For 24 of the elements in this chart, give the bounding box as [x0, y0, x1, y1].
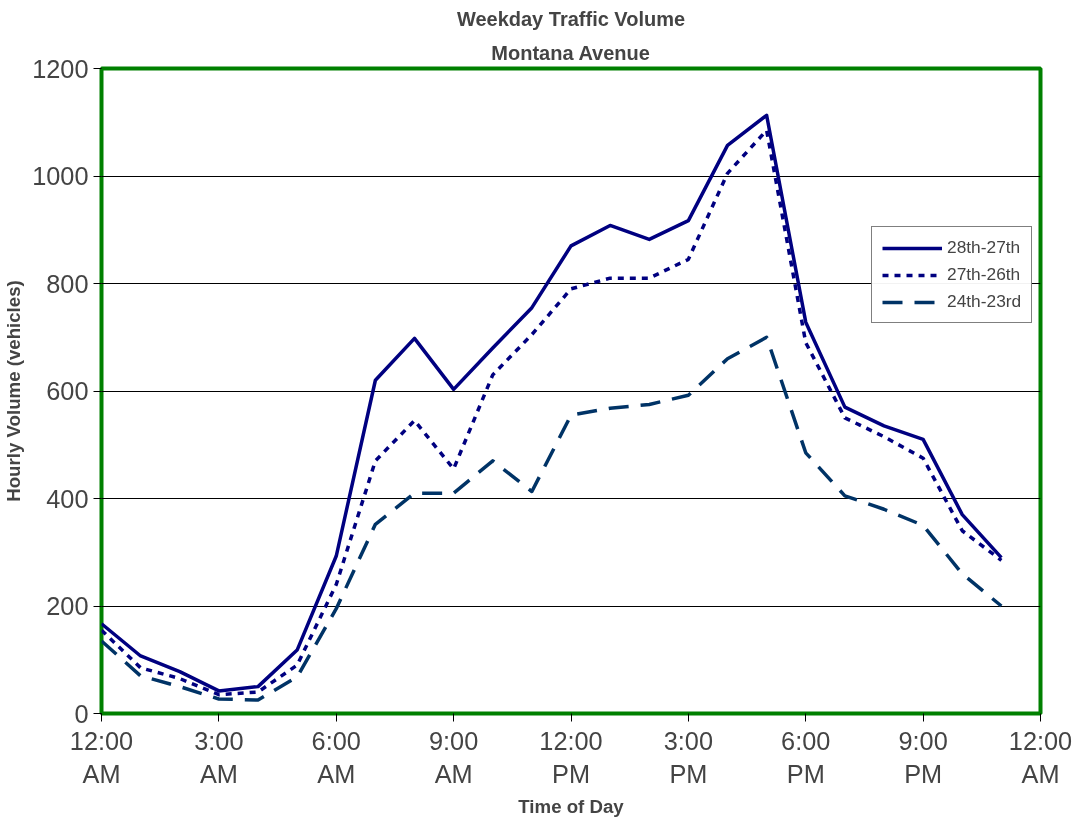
- x-tick-label: 9:00 AM: [428, 726, 479, 789]
- y-tick-label: 1000: [32, 162, 89, 190]
- x-tick-label: 3:00 AM: [194, 726, 244, 789]
- legend-label: 28th-27th: [947, 237, 1021, 258]
- x-tick-label: 12:00 PM: [539, 726, 603, 789]
- y-tick-label: 400: [46, 484, 89, 513]
- y-tick-label: 800: [46, 269, 89, 298]
- line-series: [101, 335, 1004, 702]
- legend-label: 27th-26th: [947, 264, 1021, 285]
- chart-subtitle: Montana Avenue: [491, 41, 650, 64]
- x-axis-title: Time of Day: [518, 796, 625, 818]
- x-tick-label: 3:00 PM: [663, 726, 714, 789]
- y-tick-label: 600: [46, 377, 89, 405]
- chart-title: Weekday Traffic Volume: [456, 7, 686, 30]
- x-tick-label: 9:00 PM: [898, 726, 948, 789]
- y-tick-label: 0: [74, 699, 89, 728]
- x-tick-label: 6:00 AM: [311, 726, 361, 789]
- y-tick-label: 1200: [32, 54, 89, 83]
- y-axis-title: Hourly Volume (vehicles): [3, 280, 25, 502]
- y-tick-label: 200: [46, 592, 89, 620]
- x-tick-label: 6:00 PM: [781, 726, 831, 789]
- legend-label: 24th-23rd: [947, 291, 1022, 312]
- x-tick-label: 12:00 AM: [1008, 726, 1073, 789]
- x-tick-label: 12:00 AM: [69, 726, 134, 789]
